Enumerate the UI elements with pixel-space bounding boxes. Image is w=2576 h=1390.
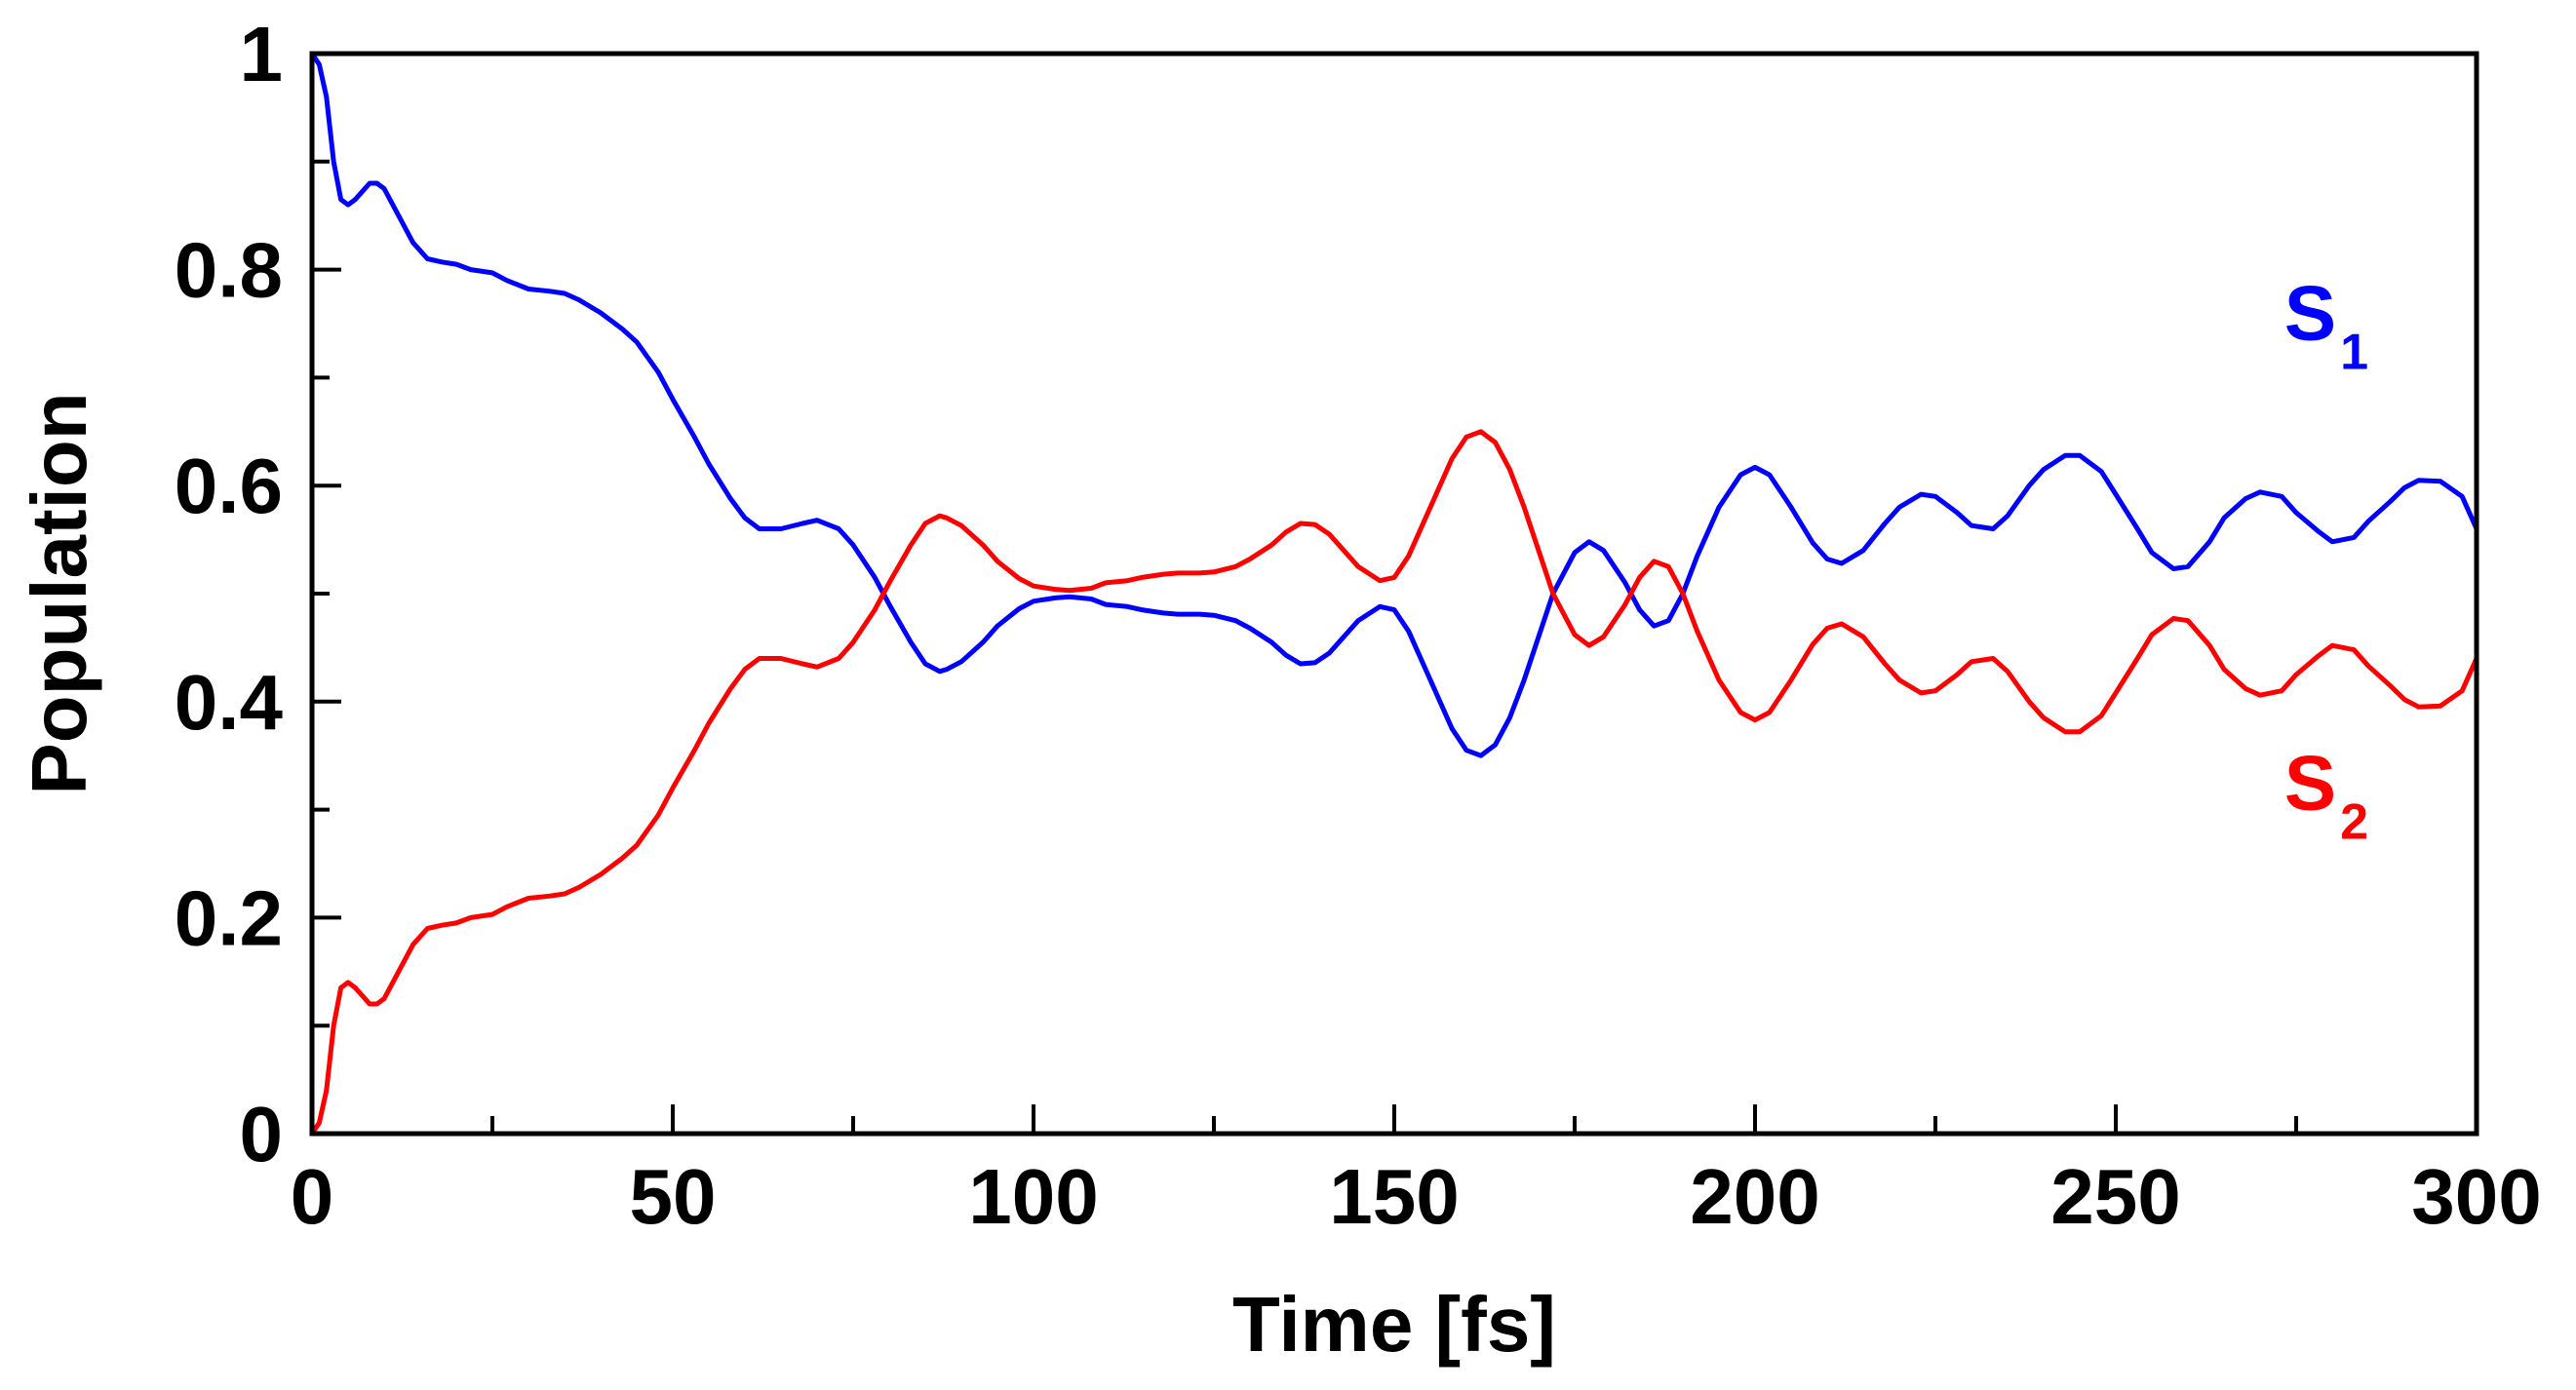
plot-frame xyxy=(309,51,2479,1137)
x-tick-label: 100 xyxy=(968,1153,1098,1240)
x-tick-label: 300 xyxy=(2411,1153,2541,1240)
x-tick-label: 250 xyxy=(2050,1153,2180,1240)
y-tick-label: 0.6 xyxy=(175,443,283,529)
y-tick-label: 0.8 xyxy=(175,227,283,314)
legend-label-s2: S2 xyxy=(2284,740,2368,851)
major-ticks xyxy=(310,52,2478,1136)
legend-label-main: S xyxy=(2284,270,2336,357)
y-tick-label: 0.2 xyxy=(175,874,283,961)
y-tick-label: 1 xyxy=(240,11,284,97)
x-tick-label: 150 xyxy=(1329,1153,1459,1240)
legend-label-sub: 1 xyxy=(2340,325,2368,381)
legend-label-main: S xyxy=(2284,740,2336,827)
minor-ticks xyxy=(312,159,2298,1134)
legend-label-s1: S1 xyxy=(2284,270,2368,381)
series-line-s1 xyxy=(309,51,2479,758)
x-tick-label: 200 xyxy=(1690,1153,1819,1240)
x-tick-label: 0 xyxy=(291,1153,334,1240)
series-line-s2 xyxy=(309,429,2479,1137)
y-tick-labels: 0 0.2 0.4 0.6 0.8 1 xyxy=(175,11,284,1178)
y-axis-title: Population xyxy=(16,392,102,794)
y-tick-label: 0.4 xyxy=(175,659,284,746)
x-tick-label: 50 xyxy=(630,1153,717,1240)
y-tick-label: 0 xyxy=(240,1091,284,1178)
x-tick-labels: 0 50 100 150 200 250 300 xyxy=(291,1153,2542,1240)
legend-label-sub: 2 xyxy=(2340,794,2368,851)
series-lines xyxy=(309,51,2479,1137)
x-axis-title: Time [fs] xyxy=(1232,1281,1556,1368)
